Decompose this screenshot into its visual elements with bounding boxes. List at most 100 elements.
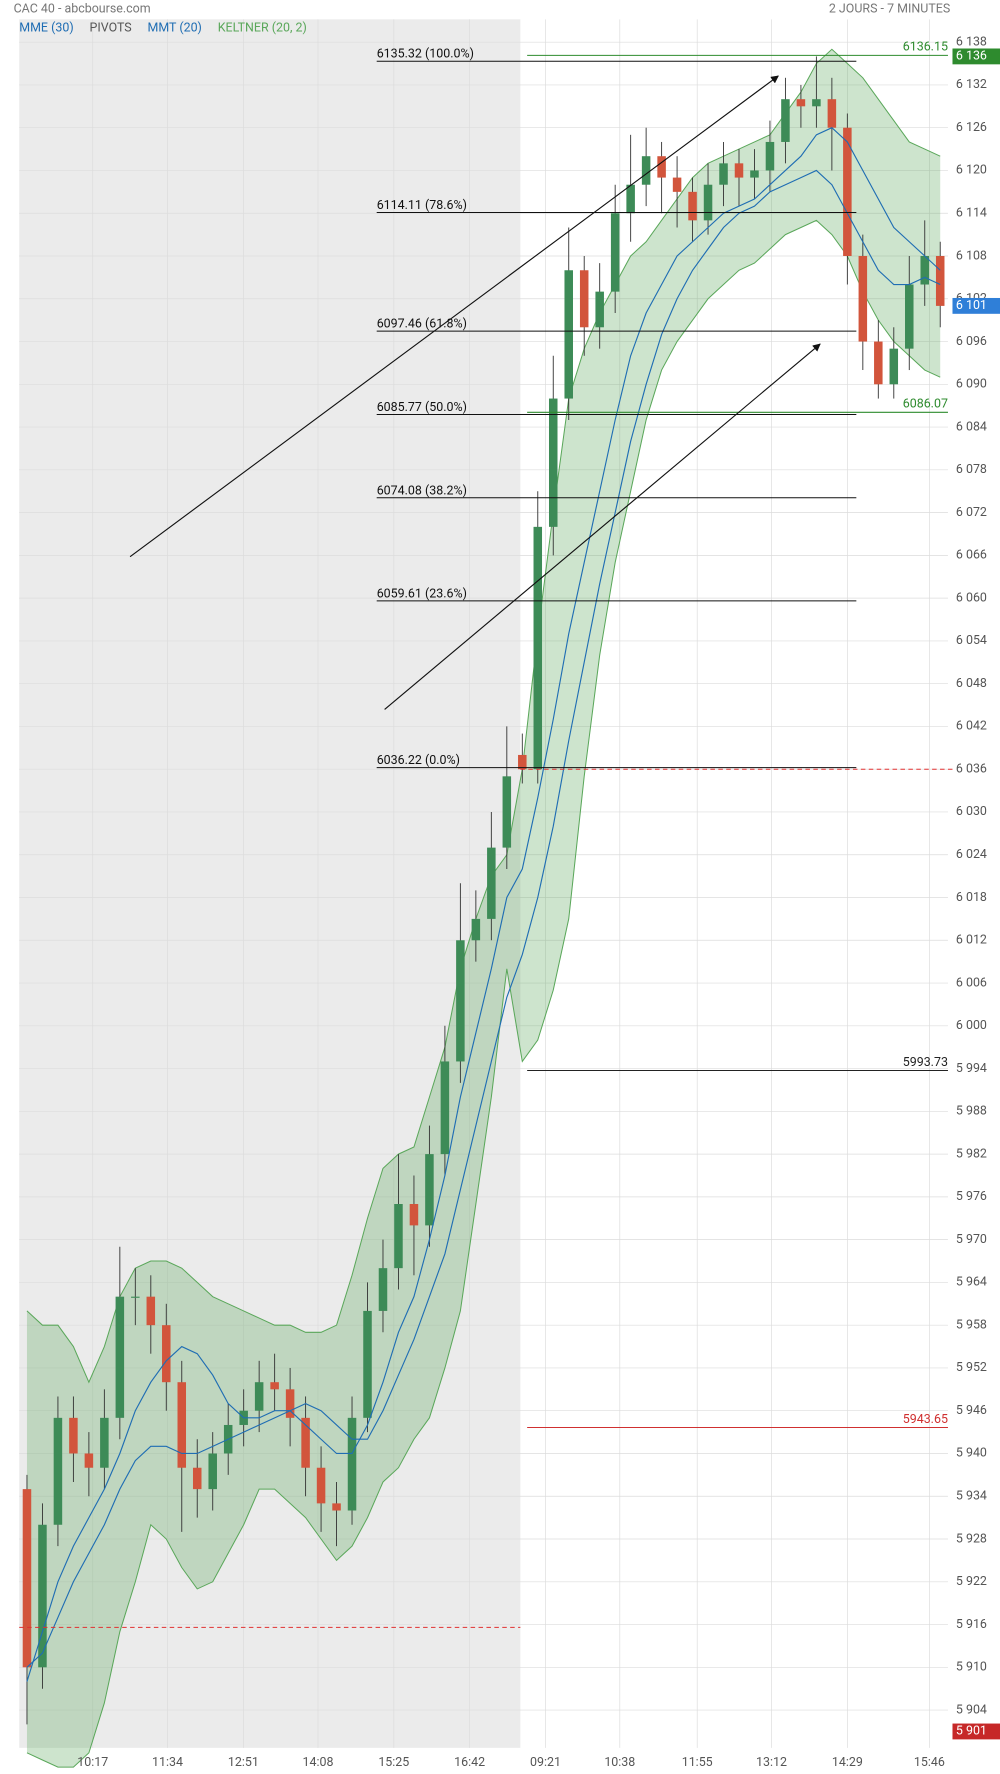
- candle-body: [409, 1204, 419, 1226]
- chart-subtitle: 2 JOURS - 7 MINUTES: [829, 1, 950, 16]
- candle-body: [905, 284, 914, 349]
- candle-body: [548, 398, 558, 527]
- y-tick-label: 6 006: [956, 975, 987, 990]
- candle-body: [378, 1268, 388, 1311]
- pivot-label: 5993.73: [903, 1055, 948, 1070]
- candle-body: [254, 1382, 264, 1411]
- pivot-label: 5943.65: [903, 1412, 948, 1427]
- candle-body: [518, 754, 527, 770]
- y-tick-label: 6 138: [956, 34, 987, 49]
- candle-body: [53, 1417, 63, 1525]
- y-tick-label: 5 910: [956, 1660, 987, 1675]
- fibonacci-label: 6085.77 (50.0%): [377, 400, 467, 415]
- y-tick-label: 5 970: [956, 1232, 987, 1247]
- legend-entry: MMT (20): [148, 21, 202, 36]
- candle-body: [750, 170, 759, 178]
- y-tick-label: 6 090: [956, 377, 987, 392]
- y-tick-label: 5 994: [956, 1061, 987, 1076]
- candle-body: [162, 1325, 171, 1383]
- candle-body: [688, 191, 697, 221]
- y-tick-label: 6 096: [956, 334, 987, 349]
- y-tick-label: 6 114: [956, 206, 987, 221]
- candle-body: [440, 1061, 450, 1155]
- candle-body: [657, 156, 666, 178]
- y-tick-label: 5 976: [956, 1189, 987, 1204]
- x-tick-label: 14:08: [302, 1755, 333, 1770]
- candle-body: [610, 213, 620, 292]
- candle-body: [765, 141, 775, 171]
- keltner-lower: [26, 219, 941, 1768]
- moving-average: [26, 127, 941, 1682]
- candle-body: [719, 163, 728, 185]
- fibonacci-label: 6059.61 (23.6%): [377, 586, 467, 601]
- candle-body: [316, 1467, 326, 1504]
- x-tick-label: 13:12: [756, 1755, 787, 1770]
- y-tick-label: 5 934: [956, 1489, 987, 1504]
- candle-body: [796, 99, 806, 107]
- y-tick-label: 5 922: [956, 1574, 987, 1589]
- y-tick-label: 6 030: [956, 804, 987, 819]
- candle-body: [100, 1417, 109, 1468]
- candle-body: [285, 1389, 295, 1418]
- pivot-label: 6086.07: [903, 397, 948, 412]
- candle-body: [626, 184, 635, 214]
- candle-body: [177, 1382, 187, 1468]
- y-tick-label: 6 108: [956, 248, 987, 263]
- candle-body: [672, 177, 682, 192]
- y-tick-label: 5 940: [956, 1446, 987, 1461]
- candle-body: [843, 127, 852, 256]
- x-tick-label: 12:51: [228, 1755, 259, 1770]
- y-tick-label: 6 084: [956, 419, 987, 434]
- candle-body: [533, 526, 543, 770]
- price-tag-label: 6 101: [956, 298, 987, 313]
- x-tick-label: 16:42: [454, 1755, 485, 1770]
- candle-body: [332, 1503, 341, 1511]
- y-tick-label: 5 928: [956, 1531, 987, 1546]
- y-tick-label: 5 958: [956, 1317, 987, 1332]
- pivot-label: 6136.15: [903, 40, 948, 55]
- candle-body: [487, 847, 496, 919]
- y-tick-label: 6 054: [956, 633, 987, 648]
- y-tick-label: 5 982: [956, 1146, 987, 1161]
- candle-body: [38, 1524, 47, 1668]
- y-tick-label: 6 126: [956, 120, 987, 135]
- x-tick-label: 14:29: [832, 1755, 863, 1770]
- candle-body: [192, 1467, 202, 1490]
- y-tick-label: 6 120: [956, 163, 987, 178]
- price-tag-label: 5 901: [956, 1724, 987, 1739]
- candle-body: [579, 270, 589, 328]
- y-tick-label: 5 946: [956, 1403, 987, 1418]
- fibonacci-label: 6114.11 (78.6%): [377, 198, 467, 213]
- legend-entry: KELTNER (20, 2): [218, 21, 307, 36]
- price-tag-label: 6 136: [956, 49, 987, 64]
- x-tick-label: 10:38: [604, 1755, 635, 1770]
- y-tick-label: 6 036: [956, 761, 987, 776]
- x-tick-label: 15:25: [378, 1755, 409, 1770]
- y-tick-label: 6 072: [956, 505, 987, 520]
- candle-body: [115, 1296, 125, 1418]
- candle-body: [22, 1489, 32, 1668]
- y-tick-label: 6 048: [956, 676, 987, 691]
- candle-body: [935, 255, 945, 306]
- x-tick-label: 10:17: [77, 1755, 108, 1770]
- candle-body: [394, 1204, 403, 1269]
- candle-body: [564, 270, 573, 399]
- y-tick-label: 6 000: [956, 1018, 987, 1033]
- x-tick-label: 11:55: [682, 1755, 713, 1770]
- candle-body: [812, 99, 821, 107]
- x-tick-label: 09:21: [530, 1755, 561, 1770]
- y-tick-label: 6 024: [956, 847, 987, 862]
- candle-body: [84, 1453, 94, 1468]
- candle-body: [595, 291, 604, 328]
- x-tick-label: 15:46: [914, 1755, 945, 1770]
- chart-title: CAC 40 - abcbourse.com: [14, 1, 151, 16]
- candle-body: [471, 918, 481, 941]
- y-tick-label: 6 018: [956, 890, 987, 905]
- y-tick-label: 6 012: [956, 933, 987, 948]
- y-tick-label: 5 964: [956, 1275, 987, 1290]
- candle-body: [146, 1296, 156, 1326]
- y-tick-label: 5 916: [956, 1617, 987, 1632]
- fibonacci-label: 6135.32 (100.0%): [377, 47, 474, 62]
- trend-arrow: [384, 343, 821, 710]
